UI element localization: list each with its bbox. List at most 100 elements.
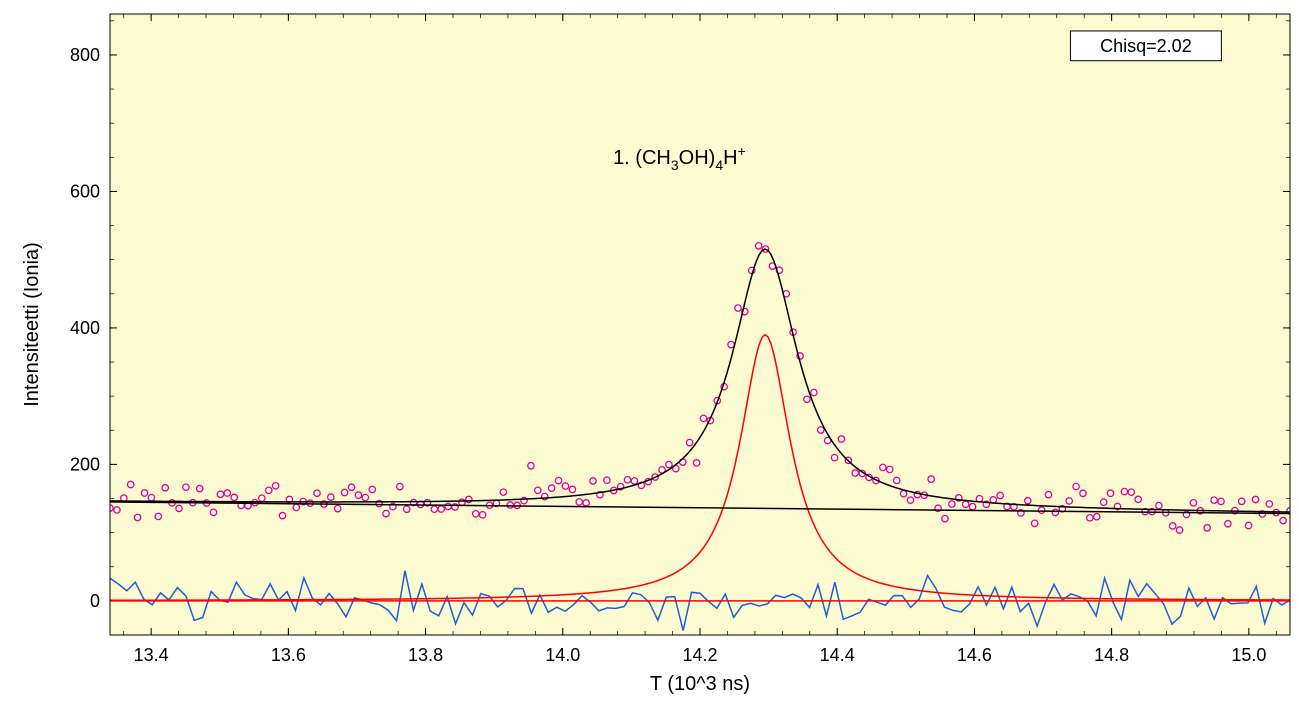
data-point	[576, 499, 582, 505]
data-point	[1266, 501, 1272, 507]
data-point	[1190, 500, 1196, 506]
data-point	[231, 494, 237, 500]
data-point	[700, 415, 706, 421]
data-point	[1025, 498, 1031, 504]
data-point	[1156, 502, 1162, 508]
chart-container: 13.413.613.814.014.214.414.614.815.00200…	[0, 0, 1299, 713]
x-tick-label: 13.4	[134, 645, 169, 665]
data-point	[479, 512, 485, 518]
data-point	[604, 477, 610, 483]
data-point	[962, 501, 968, 507]
data-point	[548, 485, 554, 491]
data-point	[583, 500, 589, 506]
data-point	[686, 439, 692, 445]
data-point	[1066, 498, 1072, 504]
data-point	[1211, 497, 1217, 503]
data-point	[666, 461, 672, 467]
data-point	[438, 506, 444, 512]
y-tick-label: 600	[70, 181, 100, 201]
data-point	[341, 489, 347, 495]
data-point	[224, 490, 230, 496]
data-point	[1225, 521, 1231, 527]
data-point	[1252, 496, 1258, 502]
data-point	[831, 454, 837, 460]
data-point	[348, 484, 354, 490]
y-tick-label: 800	[70, 45, 100, 65]
data-point	[507, 502, 513, 508]
data-point	[1107, 490, 1113, 496]
data-point	[942, 515, 948, 521]
data-point	[335, 505, 341, 511]
x-tick-label: 14.8	[1094, 645, 1129, 665]
data-point	[445, 503, 451, 509]
data-point	[148, 495, 154, 501]
data-point	[1204, 525, 1210, 531]
data-point	[569, 486, 575, 492]
data-point	[217, 491, 223, 497]
data-point	[1169, 523, 1175, 529]
data-point	[1094, 513, 1100, 519]
data-point	[1121, 488, 1127, 494]
peak-annotation: 1. (CH3OH)4H+	[613, 143, 746, 173]
data-point	[155, 513, 161, 519]
data-point	[728, 341, 734, 347]
data-point	[128, 481, 134, 487]
data-point	[1280, 517, 1286, 523]
data-point	[997, 492, 1003, 498]
x-tick-label: 14.0	[545, 645, 580, 665]
x-tick-label: 14.6	[957, 645, 992, 665]
data-point	[1238, 498, 1244, 504]
data-point	[279, 512, 285, 518]
data-point	[383, 510, 389, 516]
data-point	[590, 478, 596, 484]
data-point	[293, 504, 299, 510]
data-point	[631, 478, 637, 484]
data-point	[1045, 491, 1051, 497]
data-point	[1052, 509, 1058, 515]
data-point	[528, 463, 534, 469]
data-point	[1038, 507, 1044, 513]
data-point	[328, 494, 334, 500]
data-point	[183, 484, 189, 490]
data-point	[900, 490, 906, 496]
data-point	[804, 396, 810, 402]
data-point	[369, 486, 375, 492]
data-point	[259, 495, 265, 501]
data-point	[893, 477, 899, 483]
y-tick-label: 400	[70, 318, 100, 338]
data-point	[1176, 527, 1182, 533]
plot-area	[110, 14, 1290, 635]
x-tick-label: 13.8	[408, 645, 443, 665]
data-point	[1073, 483, 1079, 489]
data-point	[907, 497, 913, 503]
y-tick-label: 200	[70, 454, 100, 474]
data-point	[1218, 498, 1224, 504]
data-point	[141, 490, 147, 496]
data-point	[266, 487, 272, 493]
data-point	[852, 470, 858, 476]
x-axis-label: T (10^3 ns)	[650, 673, 750, 695]
data-point	[838, 436, 844, 442]
data-point	[272, 483, 278, 489]
data-point	[562, 483, 568, 489]
data-point	[693, 460, 699, 466]
data-point	[1100, 499, 1106, 505]
data-point	[404, 506, 410, 512]
data-point	[459, 499, 465, 505]
data-point	[555, 477, 561, 483]
data-point	[535, 487, 541, 493]
data-point	[397, 483, 403, 489]
data-point	[949, 501, 955, 507]
data-point	[466, 496, 472, 502]
data-point	[1031, 520, 1037, 526]
data-point	[1087, 515, 1093, 521]
data-point	[500, 489, 506, 495]
x-tick-label: 15.0	[1231, 645, 1266, 665]
chart-svg: 13.413.613.814.014.214.414.614.815.00200…	[0, 0, 1299, 713]
data-point	[818, 427, 824, 433]
x-tick-label: 14.2	[682, 645, 717, 665]
data-point	[1135, 496, 1141, 502]
data-point	[355, 492, 361, 498]
chisq-label: Chisq=2.02	[1100, 36, 1192, 56]
data-point	[811, 389, 817, 395]
